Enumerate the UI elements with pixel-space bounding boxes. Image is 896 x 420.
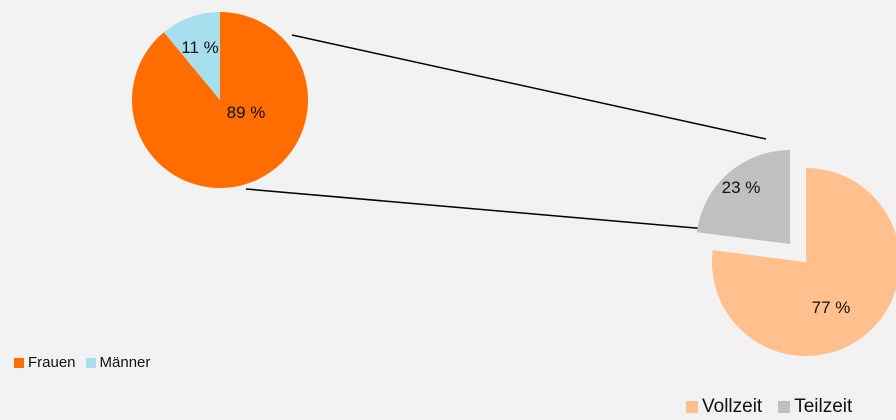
- legend-swatch-teilzeit: [778, 401, 791, 413]
- legend-swatch-frauen: [14, 357, 24, 368]
- legend-item-frauen: Frauen: [14, 354, 76, 371]
- legend-swatch-vollzeit: [686, 401, 698, 413]
- legend-item-vollzeit: Vollzeit: [686, 396, 762, 418]
- pie-slice-vollzeit: [712, 168, 896, 356]
- data-label-teilzeit: 23 %: [722, 178, 761, 197]
- data-label-maenner: 11 %: [181, 38, 219, 57]
- legend-worktime: Vollzeit Teilzeit: [686, 396, 868, 418]
- legend-item-maenner: Männer: [85, 354, 151, 371]
- pie-slice-maenner: [163, 12, 220, 100]
- connector-line-bottom: [245, 188, 765, 235]
- legend-swatch-maenner: [85, 357, 96, 368]
- legend-label-teilzeit: Teilzeit: [794, 396, 853, 417]
- legend-item-teilzeit: Teilzeit: [778, 396, 852, 418]
- legend-label-frauen: Frauen: [28, 354, 76, 371]
- data-label-vollzeit: 77 %: [812, 298, 851, 317]
- pie-slice-frauen: [132, 12, 308, 189]
- legend-label-vollzeit: Vollzeit: [702, 396, 763, 417]
- legend-label-maenner: Männer: [99, 354, 151, 371]
- pie-slice-teilzeit: [696, 149, 791, 244]
- data-label-frauen: 89 %: [227, 103, 266, 122]
- legend-gender: Frauen Männer: [14, 354, 160, 371]
- connector-line-top: [291, 34, 767, 140]
